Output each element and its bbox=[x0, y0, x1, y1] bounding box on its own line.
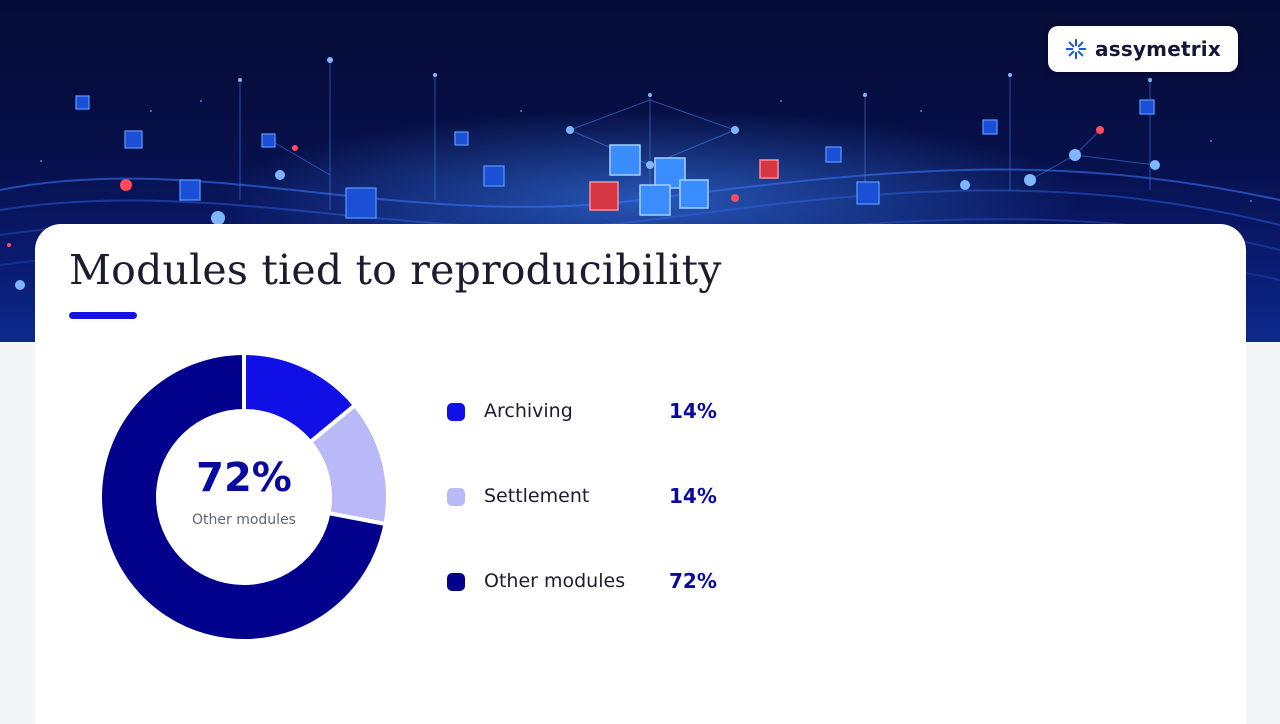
legend-item-archiving: Archiving 14% bbox=[447, 390, 747, 475]
brand-name: assymetrix bbox=[1095, 37, 1221, 61]
donut-chart: 72% Other modules bbox=[98, 351, 390, 643]
legend-swatch-settlement bbox=[447, 488, 465, 506]
legend-swatch-archiving bbox=[447, 403, 465, 421]
legend-swatch-other-modules bbox=[447, 573, 465, 591]
page-title: Modules tied to reproducibility bbox=[69, 246, 722, 294]
brand-logo[interactable]: assymetrix bbox=[1048, 26, 1238, 72]
legend-value: 72% bbox=[669, 569, 717, 593]
legend-value: 14% bbox=[669, 484, 717, 508]
donut-chart-svg bbox=[98, 351, 390, 643]
chart-legend: Archiving 14% Settlement 14% Other modul… bbox=[447, 390, 747, 645]
title-accent-bar bbox=[69, 312, 137, 319]
legend-item-settlement: Settlement 14% bbox=[447, 475, 747, 560]
legend-item-other-modules: Other modules 72% bbox=[447, 560, 747, 645]
donut-slice-other-modules bbox=[98, 351, 388, 643]
legend-label: Other modules bbox=[484, 570, 626, 592]
legend-label: Settlement bbox=[484, 485, 590, 507]
content-card: Modules tied to reproducibility 72% Othe… bbox=[35, 224, 1246, 724]
starburst-icon bbox=[1065, 38, 1087, 60]
legend-label: Archiving bbox=[484, 400, 573, 422]
legend-value: 14% bbox=[669, 399, 717, 423]
